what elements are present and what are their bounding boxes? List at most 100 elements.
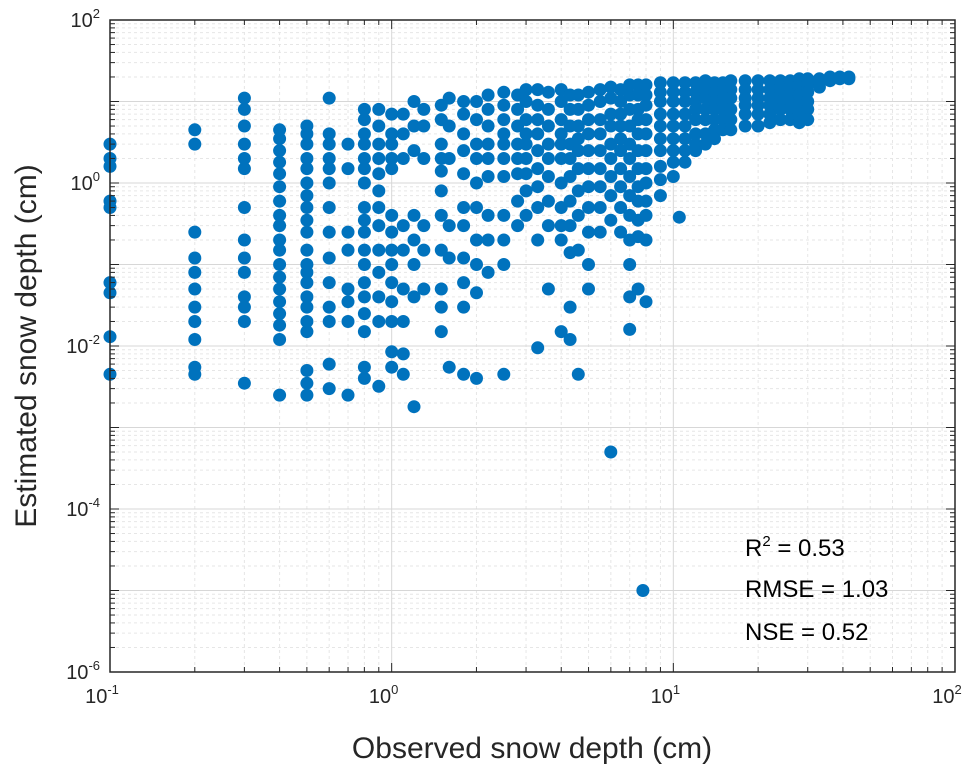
data-point (385, 295, 399, 309)
data-point (571, 367, 585, 381)
data-point (273, 270, 287, 284)
data-point (341, 162, 355, 176)
data-point (554, 176, 568, 190)
data-point (457, 219, 471, 233)
data-point (623, 290, 637, 304)
data-point (653, 95, 667, 108)
data-point (678, 155, 692, 169)
data-point (322, 91, 336, 105)
data-point (481, 119, 495, 133)
data-point (666, 119, 680, 133)
data-point (434, 164, 448, 178)
data-point (773, 102, 787, 116)
data-point (442, 360, 456, 374)
data-point (593, 201, 607, 214)
data-point (300, 213, 314, 227)
data-point (666, 76, 680, 90)
data-point (563, 219, 577, 233)
data-point (188, 265, 202, 279)
data-point (604, 119, 618, 133)
data-point (385, 276, 399, 290)
data-point (666, 85, 680, 99)
data-point (188, 315, 202, 328)
data-point (273, 208, 287, 222)
data-point (188, 367, 202, 381)
data-point (300, 315, 314, 328)
data-point (582, 180, 595, 194)
data-point (457, 300, 471, 314)
data-point (582, 85, 595, 99)
data-point (322, 225, 336, 239)
data-point (519, 152, 533, 165)
data-point (666, 155, 680, 169)
data-point (417, 152, 431, 165)
data-point (322, 382, 336, 396)
data-point (273, 318, 287, 332)
data-point (385, 208, 399, 222)
data-point (554, 137, 568, 151)
data-point (434, 325, 448, 339)
data-point (582, 201, 595, 214)
data-point (763, 98, 777, 112)
data-point (593, 144, 607, 158)
data-point (541, 102, 555, 116)
data-point (614, 225, 628, 239)
data-point (396, 107, 410, 121)
data-point (470, 152, 483, 165)
data-point (385, 137, 399, 151)
data-point (497, 233, 511, 247)
data-point (273, 295, 287, 309)
data-point (801, 102, 815, 116)
data-point (639, 162, 653, 176)
data-point (407, 258, 421, 271)
data-point (396, 243, 410, 257)
data-point (614, 180, 628, 194)
x-tick-label: 10-1 (85, 682, 119, 708)
data-point (593, 95, 607, 108)
data-point (372, 137, 386, 151)
x-tick-label: 101 (651, 682, 680, 708)
data-point (457, 276, 471, 290)
data-point (237, 91, 251, 105)
data-point (653, 76, 667, 90)
data-point (322, 276, 336, 290)
data-point (614, 119, 628, 133)
data-point (639, 176, 653, 190)
data-point (639, 144, 653, 158)
data-point (372, 102, 386, 116)
data-point (481, 233, 495, 247)
data-point (273, 307, 287, 321)
data-point (357, 152, 371, 165)
data-point (481, 152, 495, 165)
data-point (457, 127, 471, 141)
data-point (237, 137, 251, 151)
data-point (273, 123, 287, 137)
y-tick-label: 10-2 (66, 332, 100, 358)
data-point (372, 152, 386, 165)
data-point (623, 152, 637, 165)
data-point (698, 102, 712, 116)
data-point (396, 315, 410, 328)
data-point (639, 98, 653, 112)
data-point (678, 107, 692, 121)
data-point (614, 144, 628, 158)
data-point (571, 208, 585, 222)
data-point (678, 95, 692, 108)
data-point (614, 201, 628, 214)
data-point (372, 167, 386, 181)
data-point (631, 282, 645, 296)
data-point (541, 119, 555, 133)
data-point (396, 127, 410, 141)
data-point (273, 180, 287, 194)
data-point (773, 113, 787, 127)
data-point (372, 290, 386, 304)
data-point (724, 102, 738, 116)
data-point (237, 119, 251, 133)
data-point (322, 127, 336, 141)
data-point (273, 194, 287, 208)
data-point (604, 152, 618, 165)
data-point (593, 162, 607, 176)
data-point (237, 376, 251, 390)
data-point (519, 127, 533, 141)
data-point (407, 144, 421, 158)
